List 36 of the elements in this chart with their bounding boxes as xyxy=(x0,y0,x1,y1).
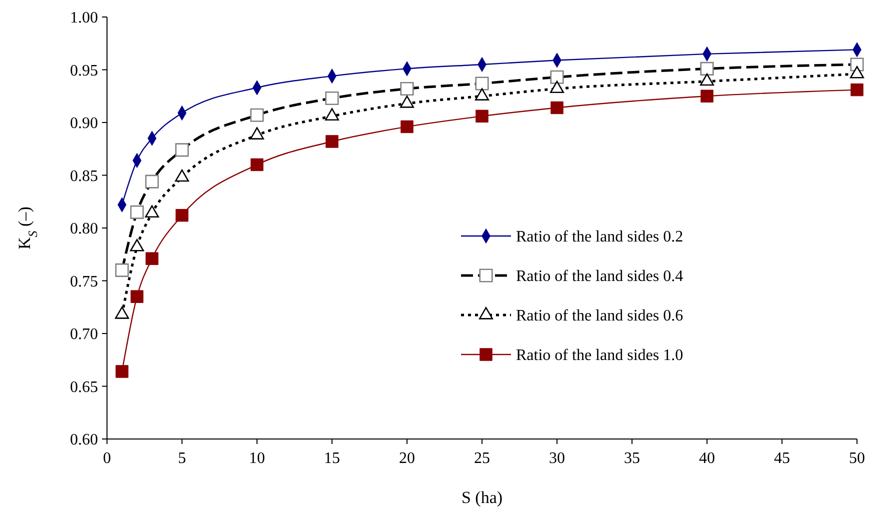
x-tick-label: 25 xyxy=(474,450,490,467)
point xyxy=(130,290,144,303)
x-tick-label: 30 xyxy=(549,450,565,467)
x-tick-label: 50 xyxy=(849,450,865,467)
x-tick-label: 45 xyxy=(774,450,790,467)
legend-label: Ratio of the land sides 0.2 xyxy=(516,228,684,246)
x-tick-label: 35 xyxy=(624,450,640,467)
y-tick-label: 0.65 xyxy=(70,378,98,396)
y-tick-label: 0.95 xyxy=(70,62,98,80)
point xyxy=(850,83,864,96)
point xyxy=(700,90,714,102)
point xyxy=(250,158,264,172)
legend-label: Ratio of the land sides 0.4 xyxy=(516,268,684,286)
y-tick-label: 1.00 xyxy=(70,10,98,27)
x-tick-label: 40 xyxy=(699,450,715,467)
y-tick-label: 0.80 xyxy=(70,220,98,238)
legend-label: Ratio of the land sides 1.0 xyxy=(516,347,684,364)
point xyxy=(116,365,128,378)
x-tick-label: 5 xyxy=(178,450,186,467)
x-axis-title: S (ha) xyxy=(461,488,503,507)
y-tick-label: 0.60 xyxy=(70,432,98,449)
point xyxy=(176,208,188,222)
x-tick-label: 20 xyxy=(399,450,415,467)
point xyxy=(146,252,158,265)
legend-label: Ratio of the land sides 0.6 xyxy=(516,308,684,325)
y-tick-label: 0.85 xyxy=(70,168,98,185)
point xyxy=(326,135,338,148)
y-tick-label: 0.90 xyxy=(70,115,98,132)
point xyxy=(550,101,564,114)
x-tick-label: 10 xyxy=(249,450,265,467)
x-tick-label: 15 xyxy=(324,450,340,467)
y-tick-label: 0.70 xyxy=(70,326,98,344)
point xyxy=(476,110,488,123)
y-tick-label: 0.75 xyxy=(70,273,98,290)
x-tick-label: 0 xyxy=(103,450,111,467)
point xyxy=(400,120,414,134)
